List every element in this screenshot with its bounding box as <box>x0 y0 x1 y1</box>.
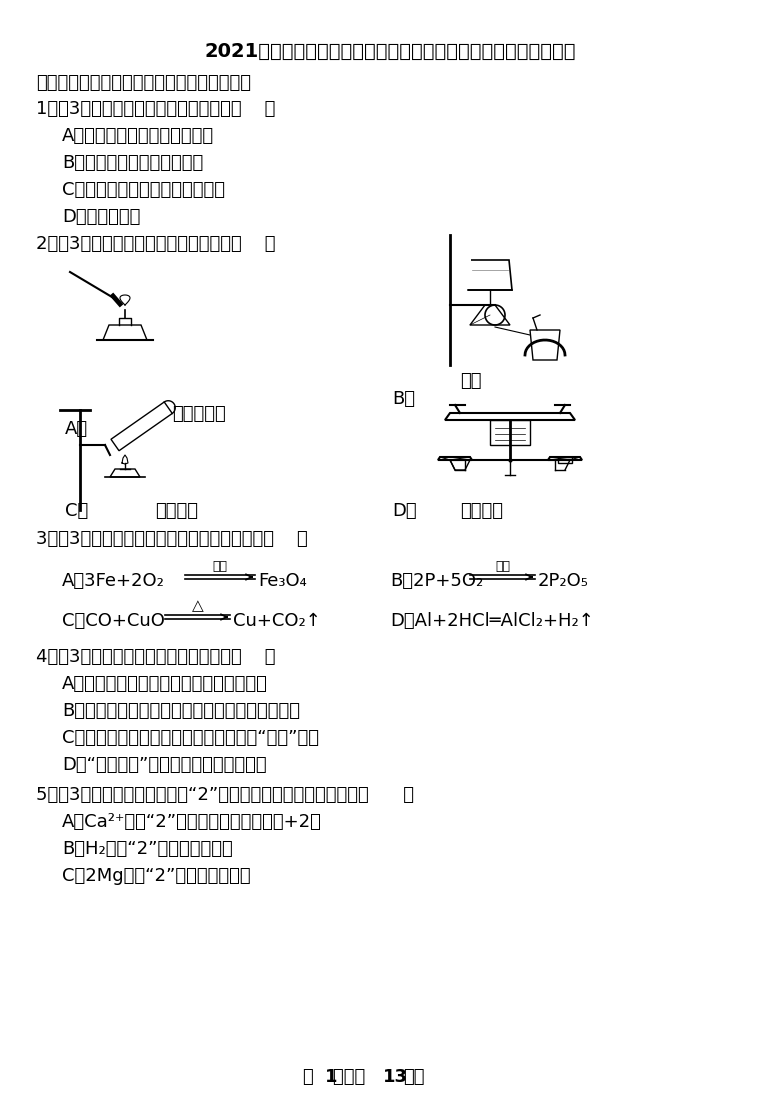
Text: A．3Fe+2O₂: A．3Fe+2O₂ <box>62 572 165 590</box>
Text: 13: 13 <box>383 1068 408 1086</box>
Text: 加热液体: 加热液体 <box>155 502 198 520</box>
Text: 称量固体: 称量固体 <box>460 502 503 520</box>
Text: A．水是一种取之不尽用之不窭的自然资源: A．水是一种取之不尽用之不窭的自然资源 <box>62 675 268 693</box>
Text: △: △ <box>192 598 204 613</box>
Text: A．自来水经过蒸馏变为蒸馏水: A．自来水经过蒸馏变为蒸馏水 <box>62 127 214 144</box>
Text: Cu+CO₂↑: Cu+CO₂↑ <box>233 612 321 630</box>
Text: 点燃酒精灯: 点燃酒精灯 <box>172 405 225 422</box>
Text: 1．（3分）下列变化属于化学变化的是（    ）: 1．（3分）下列变化属于化学变化的是（ ） <box>36 100 275 118</box>
Text: 页（共: 页（共 <box>333 1068 371 1086</box>
Text: 5．（3分）下列对化学用语中“2”所表示意义的理解，正确的是（      ）: 5．（3分）下列对化学用语中“2”所表示意义的理解，正确的是（ ） <box>36 786 414 804</box>
Text: C．: C． <box>65 502 88 520</box>
Text: 点燃: 点燃 <box>495 560 510 572</box>
Text: D．“南水北调”说明我国水资源非常丰富: D．“南水北调”说明我国水资源非常丰富 <box>62 756 267 774</box>
Text: D．Al+2HCl═AlCl₂+H₂↑: D．Al+2HCl═AlCl₂+H₂↑ <box>390 612 594 630</box>
Text: C．防毒面具中用活性炭防止中毒: C．防毒面具中用活性炭防止中毒 <box>62 181 225 199</box>
Text: B．: B． <box>392 390 415 408</box>
Text: B．2P+5O₂: B．2P+5O₂ <box>390 572 484 590</box>
Text: 页）: 页） <box>403 1068 424 1086</box>
Text: 4．（3分）下列有关水的说法正确的是（    ）: 4．（3分）下列有关水的说法正确的是（ ） <box>36 647 275 666</box>
Text: Fe₃O₄: Fe₃O₄ <box>258 572 307 590</box>
Text: 第: 第 <box>303 1068 320 1086</box>
Text: 点燃: 点燃 <box>212 560 228 572</box>
Text: B．以石墨为原料合成金就石: B．以石墨为原料合成金就石 <box>62 154 204 172</box>
Text: B．H₂中的“2”表示两个氢原子: B．H₂中的“2”表示两个氢原子 <box>62 840 232 858</box>
Text: D．将泥水过滤: D．将泥水过滤 <box>62 208 140 226</box>
Text: B．水的净化方法中只有吸附和蒸馏能将硬水软化: B．水的净化方法中只有吸附和蒸馏能将硬水软化 <box>62 702 300 720</box>
Text: A．: A． <box>65 420 88 438</box>
Text: C．CO+CuO: C．CO+CuO <box>62 612 165 630</box>
Text: 一、选择题（每小题只有一个选项符合题意）: 一、选择题（每小题只有一个选项符合题意） <box>36 74 251 92</box>
Text: 3．（3分）下列化学方程式书写完全正确的是（    ）: 3．（3分）下列化学方程式书写完全正确的是（ ） <box>36 531 308 548</box>
Text: 2．（3分）下列实验操作中，正确的是（    ）: 2．（3分）下列实验操作中，正确的是（ ） <box>36 235 275 253</box>
Text: C．倡导使用无磷洗衣粉目的是防止出现“水华”现象: C．倡导使用无磷洗衣粉目的是防止出现“水华”现象 <box>62 729 319 747</box>
Text: C．2Mg中的“2”表示两个镇元素: C．2Mg中的“2”表示两个镇元素 <box>62 867 250 885</box>
Text: D．: D． <box>392 502 417 520</box>
Text: A．Ca²⁺中的“2”表示馒元素的化合价为+2价: A．Ca²⁺中的“2”表示馒元素的化合价为+2价 <box>62 813 322 831</box>
Text: 2021年湖北省黄冈市、孝感市、和宁市三市联考中考化学一模试卷: 2021年湖北省黄冈市、孝感市、和宁市三市联考中考化学一模试卷 <box>204 42 576 61</box>
Text: 1: 1 <box>325 1068 338 1086</box>
Text: 过滤: 过滤 <box>460 372 481 390</box>
Text: 2P₂O₅: 2P₂O₅ <box>538 572 589 590</box>
